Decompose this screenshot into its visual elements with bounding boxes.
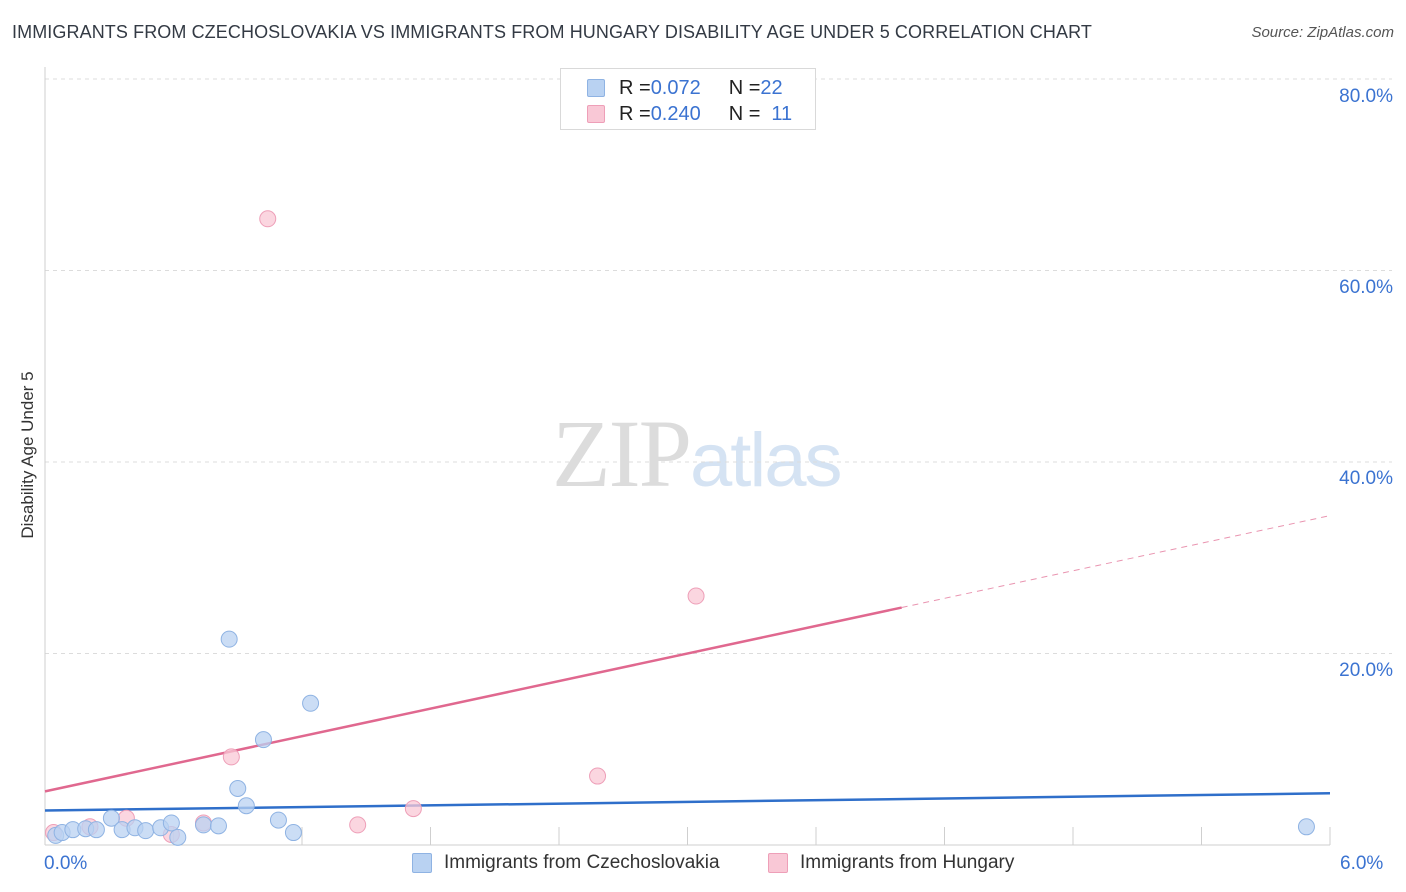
legend-n-label: N = xyxy=(728,76,761,99)
data-point-czechoslovakia xyxy=(229,780,247,798)
chart-title: IMMIGRANTS FROM CZECHOSLOVAKIA VS IMMIGR… xyxy=(12,22,1092,42)
data-point-hungary xyxy=(687,587,705,605)
legend-r-value: 0.072 xyxy=(650,76,701,99)
data-point-hungary xyxy=(349,816,367,834)
data-point-czechoslovakia xyxy=(209,817,227,835)
data-point-czechoslovakia xyxy=(269,811,287,829)
y-tick-label-80: 80.0% xyxy=(1339,86,1393,107)
axes xyxy=(44,67,1331,846)
data-point-czechoslovakia xyxy=(237,797,255,815)
data-point-czechoslovakia xyxy=(169,828,187,846)
x-tick-label-min: 0.0% xyxy=(44,853,88,874)
series-name-hungary: Immigrants from Hungary xyxy=(800,852,1015,873)
legend-swatch-pink xyxy=(587,105,605,123)
data-point-czechoslovakia xyxy=(194,816,212,834)
y-tick-label-20: 20.0% xyxy=(1339,660,1393,681)
series-name-czechoslovakia: Immigrants from Czechoslovakia xyxy=(444,852,720,873)
data-point-hungary xyxy=(259,210,277,228)
data-point-czechoslovakia xyxy=(302,694,320,712)
source-label: Source: ZipAtlas.com xyxy=(1251,24,1394,41)
data-point-hungary xyxy=(222,748,240,766)
data-point-czechoslovakia xyxy=(87,821,105,839)
data-point-hungary xyxy=(589,767,607,785)
data-point-czechoslovakia xyxy=(254,731,272,749)
series-swatch-pink xyxy=(768,853,788,873)
legend-n-value: 22 xyxy=(760,76,783,99)
data-point-czechoslovakia xyxy=(284,824,302,842)
data-point-hungary xyxy=(404,800,422,818)
watermark-zip: ZIP xyxy=(552,400,692,507)
data-point-czechoslovakia xyxy=(220,630,238,648)
data-point-czechoslovakia xyxy=(102,809,120,827)
data-point-czechoslovakia xyxy=(137,822,155,840)
data-point-czechoslovakia xyxy=(1297,818,1315,836)
watermark: ZIPatlas xyxy=(552,398,843,509)
watermark-atlas: atlas xyxy=(690,418,843,503)
trend-lines xyxy=(44,515,1331,812)
legend-n-label: N = xyxy=(728,102,761,125)
trend-line-hungary xyxy=(44,606,902,793)
series-swatch-blue xyxy=(412,853,432,873)
data-points xyxy=(45,210,1315,846)
legend-r-value: 0.240 xyxy=(650,102,701,125)
trend-line-hungary-extension xyxy=(901,515,1331,609)
correlation-legend: R = 0.072 N = 22 R = 0.240 N = 11 xyxy=(560,68,816,130)
trend-line-czechoslovakia xyxy=(44,792,1331,812)
legend-swatch-blue xyxy=(587,79,605,97)
legend-row-hungary: R = 0.240 N = 11 xyxy=(587,103,792,125)
legend-r-label: R = xyxy=(619,102,651,125)
data-point-czechoslovakia xyxy=(162,814,180,832)
legend-n-value: 11 xyxy=(771,102,793,125)
y-tick-label-60: 60.0% xyxy=(1339,277,1393,298)
legend-r-label: R = xyxy=(619,76,651,99)
x-tick-label-max: 6.0% xyxy=(1340,853,1384,874)
series-legend-hungary: Immigrants from Hungary xyxy=(768,852,1014,874)
y-tick-label-40: 40.0% xyxy=(1339,468,1393,489)
grid-lines xyxy=(45,78,1392,654)
series-legend-czechoslovakia: Immigrants from Czechoslovakia xyxy=(412,852,720,874)
legend-row-czechoslovakia: R = 0.072 N = 22 xyxy=(587,77,783,99)
